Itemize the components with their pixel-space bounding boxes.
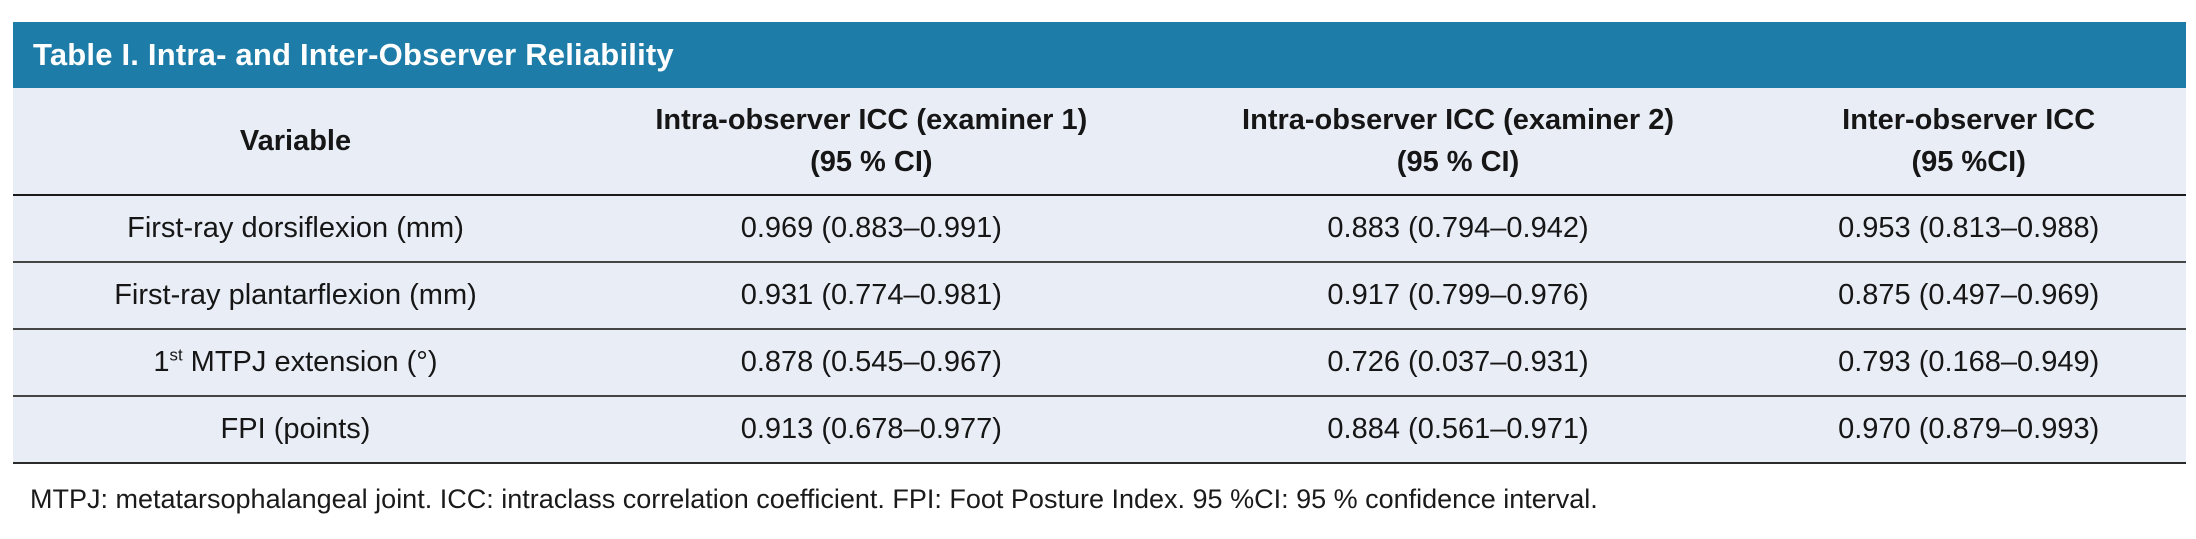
icc-value-cell: 0.875 (0.497–0.969) bbox=[1838, 279, 2100, 311]
table-title: Table I. Intra- and Inter-Observer Relia… bbox=[33, 37, 674, 72]
column-header-line1: Variable bbox=[239, 125, 352, 157]
variable-label-pre: First-ray plantarflexion (mm) bbox=[114, 279, 477, 311]
column-header-variable: Variable bbox=[13, 88, 578, 194]
variable-label: 1st MTPJ extension (°) bbox=[153, 346, 437, 379]
variable-cell: FPI (points) bbox=[13, 397, 578, 462]
variable-label-sup: st bbox=[169, 345, 183, 365]
table-row: First-ray plantarflexion (mm) 0.931 (0.7… bbox=[13, 263, 2186, 330]
table-row: 1st MTPJ extension (°) 0.878 (0.545–0.96… bbox=[13, 330, 2186, 397]
column-header-line1: Intra-observer ICC (examiner 2) bbox=[1242, 104, 1674, 136]
icc-value-cell: 0.917 (0.799–0.976) bbox=[1327, 279, 1589, 311]
variable-cell: First-ray dorsiflexion (mm) bbox=[13, 196, 578, 261]
column-header-line2: (95 %CI) bbox=[1911, 146, 2026, 178]
variable-label: First-ray dorsiflexion (mm) bbox=[127, 212, 464, 245]
column-header-intra-observer-2: Intra-observer ICC (examiner 2) (95 % CI… bbox=[1165, 88, 1752, 194]
icc-value-cell: 0.793 (0.168–0.949) bbox=[1838, 346, 2100, 378]
column-header-line1: Inter-observer ICC bbox=[1842, 104, 2096, 136]
icc-value-cell: 0.726 (0.037–0.931) bbox=[1327, 346, 1589, 378]
column-header-line1: Intra-observer ICC (examiner 1) bbox=[655, 104, 1088, 136]
variable-label-pre: FPI (points) bbox=[220, 413, 371, 445]
table-footnote: MTPJ: metatarsophalangeal joint. ICC: in… bbox=[30, 484, 1598, 514]
table-row: FPI (points) 0.913 (0.678–0.977) 0.884 (… bbox=[13, 397, 2186, 462]
variable-label-post: MTPJ extension (°) bbox=[182, 346, 438, 378]
column-header-line2: (95 % CI) bbox=[1396, 146, 1520, 178]
variable-cell: First-ray plantarflexion (mm) bbox=[13, 263, 578, 328]
icc-value-cell: 0.931 (0.774–0.981) bbox=[740, 279, 1002, 311]
column-header-intra-observer-1: Intra-observer ICC (examiner 1) (95 % CI… bbox=[578, 88, 1165, 194]
table-row: First-ray dorsiflexion (mm) 0.969 (0.883… bbox=[13, 196, 2186, 263]
icc-value-cell: 0.970 (0.879–0.993) bbox=[1838, 413, 2100, 445]
variable-cell: 1st MTPJ extension (°) bbox=[13, 330, 578, 395]
reliability-table: Variable Intra-observer ICC (examiner 1)… bbox=[13, 88, 2186, 464]
icc-value-cell: 0.878 (0.545–0.967) bbox=[740, 346, 1002, 378]
column-header-line2: (95 % CI) bbox=[810, 146, 933, 178]
variable-label: First-ray plantarflexion (mm) bbox=[114, 279, 477, 312]
variable-label-pre: First-ray dorsiflexion (mm) bbox=[127, 212, 464, 244]
icc-value-cell: 0.883 (0.794–0.942) bbox=[1327, 212, 1589, 244]
variable-label: FPI (points) bbox=[221, 413, 371, 446]
variable-label-pre: 1 bbox=[153, 346, 170, 378]
table-title-bar: Table I. Intra- and Inter-Observer Relia… bbox=[13, 22, 2186, 88]
icc-value-cell: 0.969 (0.883–0.991) bbox=[740, 212, 1002, 244]
column-header-inter-observer: Inter-observer ICC (95 %CI) bbox=[1751, 88, 2186, 194]
icc-value-cell: 0.884 (0.561–0.971) bbox=[1327, 413, 1589, 445]
table-figure: Table I. Intra- and Inter-Observer Relia… bbox=[13, 22, 2186, 515]
table-header-row: Variable Intra-observer ICC (examiner 1)… bbox=[13, 88, 2186, 196]
icc-value-cell: 0.953 (0.813–0.988) bbox=[1838, 212, 2100, 244]
icc-value-cell: 0.913 (0.678–0.977) bbox=[740, 413, 1002, 445]
